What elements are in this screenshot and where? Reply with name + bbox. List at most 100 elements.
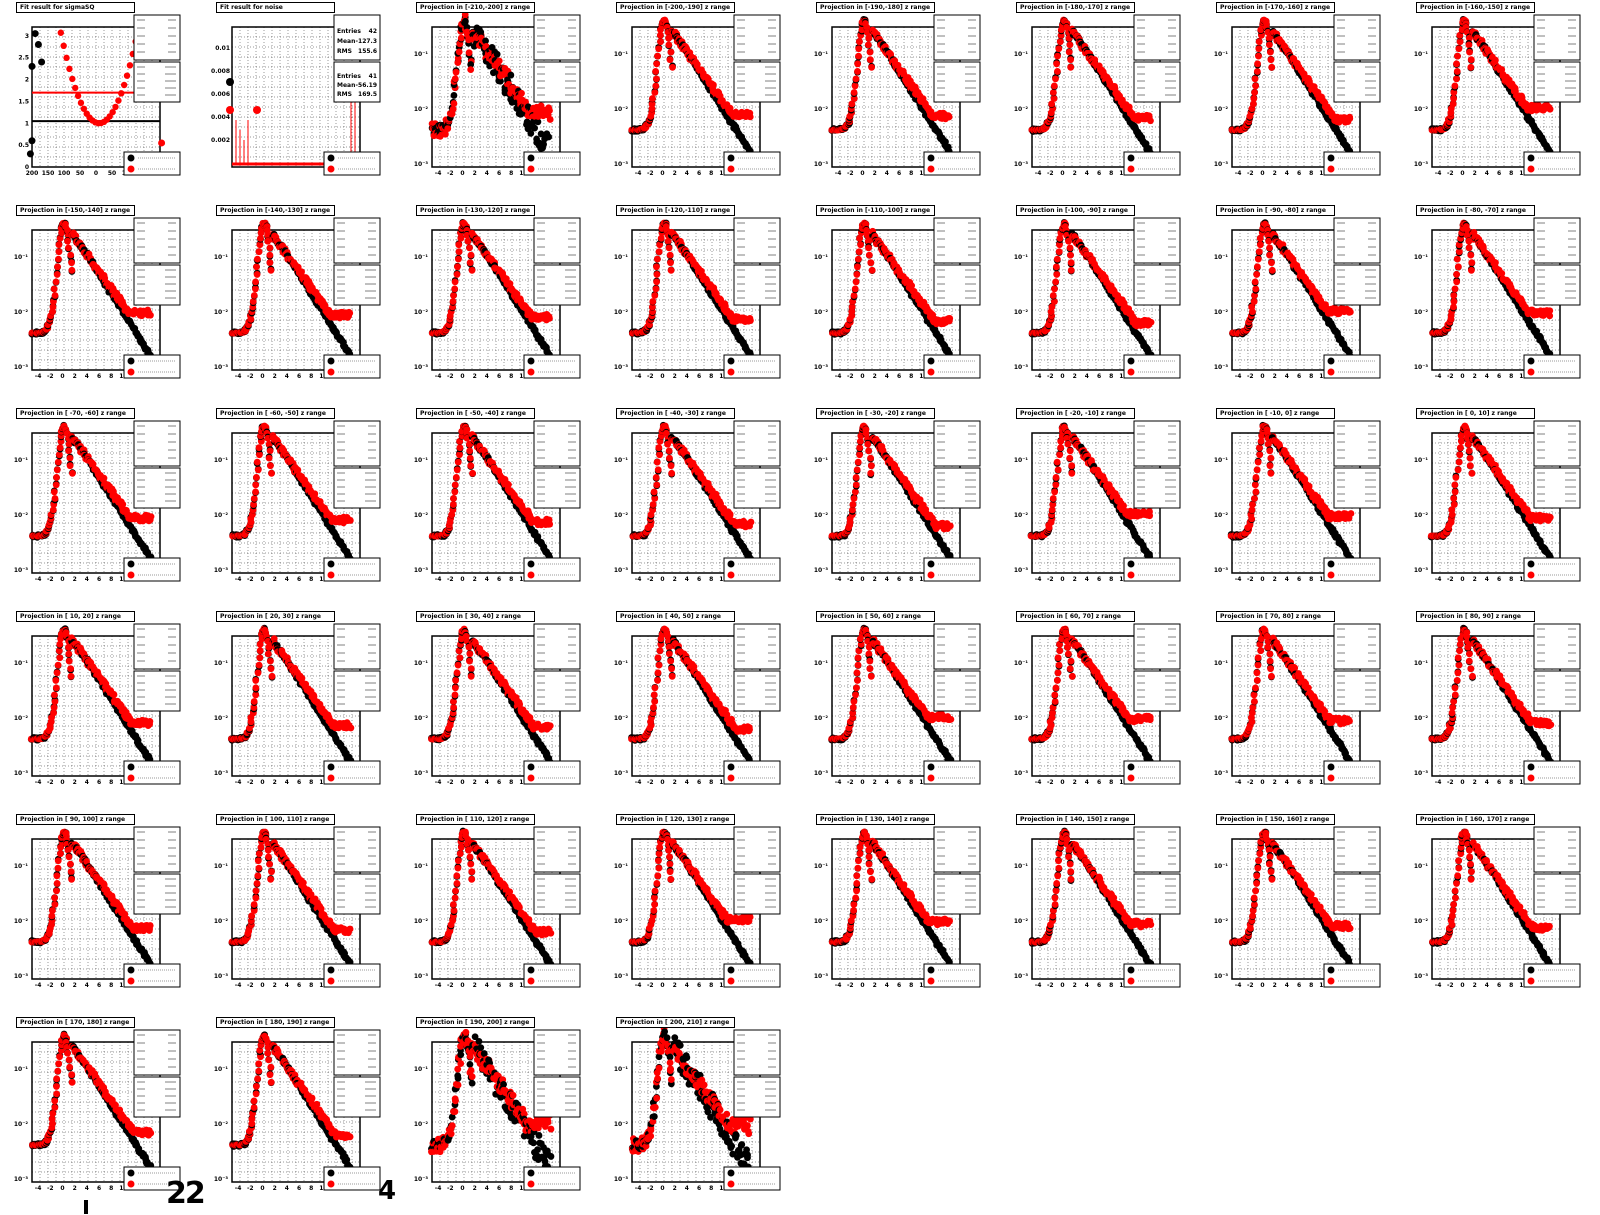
- y-tick-label: 10⁻²: [414, 106, 429, 113]
- x-tick-label: 8: [509, 373, 513, 380]
- x-tick-label: 0: [660, 170, 664, 177]
- stats-box: [534, 15, 580, 102]
- data-point-red: [1266, 244, 1273, 251]
- data-point-red: [1050, 89, 1057, 96]
- data-point-red: [853, 271, 860, 278]
- legend-marker-black: [1328, 155, 1335, 162]
- data-point-red: [1450, 95, 1457, 102]
- data-point-red: [1053, 271, 1060, 278]
- stats-box-upper: [1134, 218, 1180, 263]
- stats-box-lower: [734, 265, 780, 305]
- data-point-red: [1052, 278, 1059, 285]
- data-point-red: [1252, 278, 1259, 285]
- data-point-red: [1050, 292, 1057, 299]
- x-tick-label: 2: [1273, 170, 1277, 177]
- legend-marker-black: [128, 358, 135, 365]
- x-tick-label: 8: [1109, 373, 1113, 380]
- stats-label: RMS: [337, 91, 352, 98]
- y-tick-label: 10⁻¹: [614, 254, 629, 261]
- data-point-red: [115, 97, 121, 103]
- x-tick-label: 8: [509, 170, 513, 177]
- data-point-red: [669, 64, 676, 71]
- data-point-red: [56, 241, 63, 248]
- data-point-black: [27, 150, 34, 157]
- data-point-red: [653, 286, 660, 293]
- y-tick-label: 10⁻¹: [814, 51, 829, 58]
- data-point-red: [1253, 271, 1260, 278]
- x-tick-label: -4: [435, 373, 442, 380]
- data-point-red: [1268, 259, 1275, 266]
- data-point-red: [546, 313, 553, 320]
- x-tick-label: -2: [1247, 170, 1254, 177]
- legend: [324, 152, 380, 175]
- data-point-red: [867, 49, 874, 56]
- plot-canvas: -4-20246810121410⁻¹10⁻²10⁻³: [1400, 0, 1600, 200]
- data-point-red: [55, 256, 62, 263]
- data-point-red: [75, 93, 81, 99]
- y-tick-label: 0.01: [215, 45, 230, 52]
- data-point-red: [1053, 263, 1060, 270]
- data-point-red: [854, 60, 861, 67]
- data-point-black: [545, 134, 552, 141]
- stats-box-upper: [934, 15, 980, 60]
- x-tick-label: 4: [85, 373, 89, 380]
- stats-box-upper: [534, 15, 580, 60]
- data-point-red: [1346, 115, 1353, 122]
- data-point-red: [867, 56, 874, 63]
- x-tick-label: 8: [1309, 170, 1313, 177]
- data-point-red: [454, 59, 461, 66]
- data-point-black: [226, 78, 234, 86]
- data-point-red: [1257, 241, 1264, 248]
- stats-box-upper: [134, 15, 180, 60]
- y-tick-label: 10⁻³: [414, 161, 429, 168]
- stats-box-upper: [1334, 15, 1380, 60]
- x-tick-label: 6: [697, 373, 701, 380]
- legend-marker-black: [528, 358, 535, 365]
- data-point-red: [747, 317, 754, 324]
- data-point-red: [1067, 244, 1074, 251]
- x-tick-label: 4: [685, 373, 689, 380]
- data-point-red: [64, 238, 71, 245]
- data-point-red: [69, 76, 75, 82]
- stats-value: 155.6: [358, 48, 377, 55]
- plot-canvas: -4-20246810121410⁻¹10⁻²10⁻³: [800, 0, 1000, 200]
- data-point-red: [1051, 83, 1058, 90]
- stats-box-upper: [134, 218, 180, 263]
- stats-box-upper: [334, 218, 380, 263]
- data-point-red: [466, 244, 473, 251]
- y-tick-label: 10⁻¹: [614, 51, 629, 58]
- plot-canvas: -4-20246810121410⁻¹10⁻²10⁻³: [1200, 0, 1400, 200]
- y-tick-label: 10⁻³: [614, 364, 629, 371]
- data-point-red: [444, 125, 451, 132]
- data-point-red: [1067, 64, 1074, 71]
- legend: [124, 152, 180, 175]
- data-point-red: [668, 267, 675, 274]
- data-point-red: [1268, 64, 1275, 71]
- data-point-red: [1054, 68, 1061, 75]
- data-point-red: [467, 259, 474, 266]
- data-point-red: [496, 57, 503, 64]
- legend-marker-black: [528, 155, 535, 162]
- data-point-red: [651, 292, 658, 299]
- data-point-red: [652, 68, 659, 75]
- data-point-red: [454, 263, 461, 270]
- data-point-red: [469, 267, 476, 274]
- data-point-red: [1067, 56, 1074, 63]
- x-tick-label: 2: [1073, 170, 1077, 177]
- y-tick-label: 0.5: [18, 142, 29, 149]
- data-point-red: [1267, 49, 1274, 56]
- x-tick-label: 4: [885, 170, 889, 177]
- y-tick-label: 10⁻²: [614, 106, 629, 113]
- legend-marker-black: [328, 155, 335, 162]
- x-tick-label: -4: [1235, 373, 1242, 380]
- data-point-red: [451, 286, 458, 293]
- data-point-red: [851, 89, 858, 96]
- legend-marker-red: [1128, 166, 1135, 173]
- data-point-red: [1148, 319, 1155, 326]
- data-point-red: [267, 244, 274, 251]
- stats-box-lower: [134, 62, 180, 102]
- stats-value: -127.3: [356, 38, 377, 45]
- y-tick-label: 10⁻¹: [1414, 51, 1429, 58]
